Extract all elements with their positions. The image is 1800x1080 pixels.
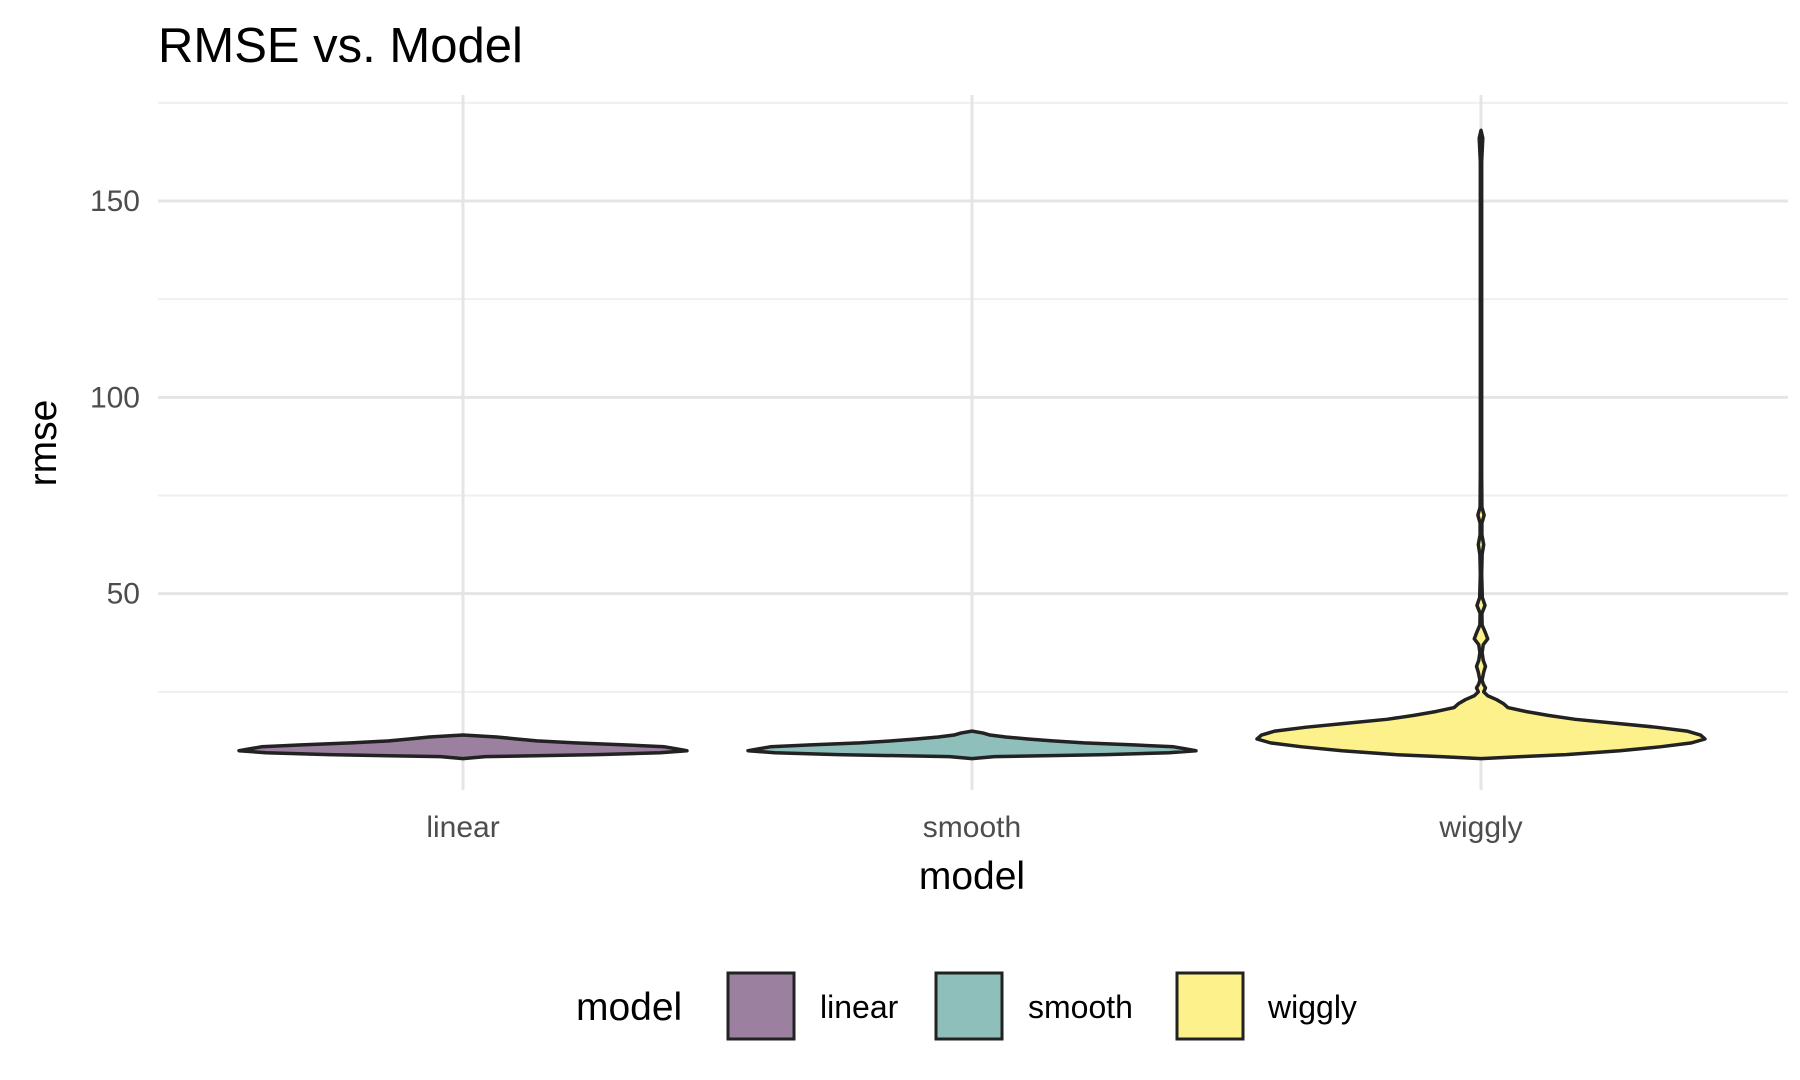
legend-title: model	[576, 986, 682, 1029]
legend-label-wiggly: wiggly	[1267, 989, 1357, 1025]
x-tick-label: wiggly	[1438, 811, 1522, 844]
x-tick-label: smooth	[923, 811, 1021, 844]
y-axis-ticks: 50 100 150	[90, 185, 140, 611]
y-tick-label: 50	[107, 578, 140, 611]
violin-linear	[237, 733, 689, 761]
legend-items: linear smooth wiggly	[726, 971, 1357, 1041]
y-tick-label: 150	[90, 185, 140, 218]
legend-key-smooth	[934, 971, 1004, 1041]
chart-title: RMSE vs. Model	[158, 19, 523, 73]
x-axis-title: model	[919, 855, 1025, 898]
violins	[237, 128, 1707, 761]
violin-wiggly	[1255, 128, 1707, 761]
legend-key-linear	[726, 971, 796, 1041]
x-tick-label: linear	[426, 811, 499, 844]
legend: model linear smooth wiggly	[576, 971, 1357, 1041]
legend-key-wiggly	[1175, 971, 1245, 1041]
y-tick-label: 100	[90, 381, 140, 414]
y-axis-title: rmse	[22, 400, 65, 487]
legend-label-smooth: smooth	[1028, 989, 1133, 1025]
legend-label-linear: linear	[820, 989, 899, 1025]
x-axis-ticks: linear smooth wiggly	[426, 811, 1522, 844]
grid-lines	[158, 95, 1788, 790]
violin-smooth	[746, 729, 1198, 761]
